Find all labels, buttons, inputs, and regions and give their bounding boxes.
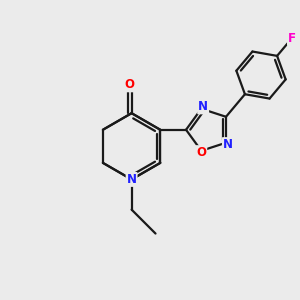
- Text: O: O: [196, 146, 206, 159]
- Text: N: N: [198, 100, 208, 113]
- Text: N: N: [223, 138, 233, 151]
- Text: F: F: [288, 32, 296, 45]
- Text: O: O: [125, 78, 135, 92]
- Text: N: N: [127, 173, 136, 186]
